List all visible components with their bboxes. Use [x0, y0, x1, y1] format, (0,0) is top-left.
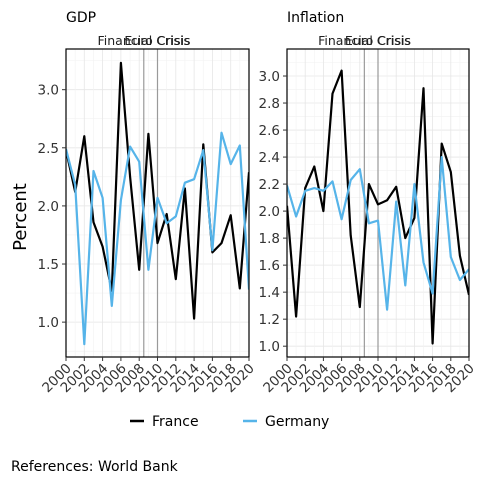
y-tick-label: 1.5: [38, 257, 59, 273]
y-tick-label: 1.8: [259, 231, 280, 247]
panel-title-inflation: Inflation: [287, 10, 344, 26]
y-tick-label: 2.4: [259, 150, 280, 166]
source-caption: References: World Bank: [11, 459, 179, 475]
legend-label-germany: Germany: [265, 414, 329, 430]
series-line-france: [66, 61, 249, 320]
y-tick-label: 1.6: [259, 258, 280, 274]
y-tick-label: 2.0: [38, 199, 59, 215]
annotation-label: Euro Crisis: [124, 33, 190, 48]
series-line-germany: [287, 156, 469, 311]
panel-title-gdp: GDP: [66, 10, 96, 26]
annotation-label: Euro Crisis: [345, 33, 411, 48]
legend-label-france: France: [152, 414, 199, 430]
y-tick-label: 3.0: [38, 83, 59, 99]
y-tick-label: 2.8: [259, 96, 280, 112]
y-tick-label: 2.0: [259, 204, 280, 220]
y-tick-label: 1.4: [259, 285, 280, 301]
y-tick-label: 2.5: [38, 141, 59, 157]
series-line-germany: [66, 131, 249, 346]
y-tick-label: 2.6: [259, 123, 280, 139]
y-tick-label: 2.2: [259, 177, 280, 193]
annotation-label: Financial Crisis: [97, 33, 190, 48]
y-tick-label: 3.0: [259, 69, 280, 85]
y-axis-label: Percent: [10, 183, 31, 251]
y-tick-label: 1.0: [259, 339, 280, 355]
y-tick-label: 1.0: [38, 315, 59, 331]
annotation-label: Financial Crisis: [318, 33, 411, 48]
y-tick-label: 1.2: [259, 312, 280, 328]
legend: France Germany: [130, 414, 329, 430]
